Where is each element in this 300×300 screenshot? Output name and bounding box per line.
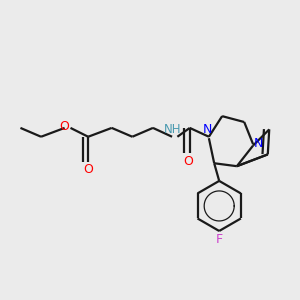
Text: NH: NH <box>164 123 182 136</box>
Text: O: O <box>83 163 93 176</box>
Text: N: N <box>203 123 212 136</box>
Text: O: O <box>183 155 193 168</box>
Text: O: O <box>60 120 70 133</box>
Text: F: F <box>216 233 223 246</box>
Text: N: N <box>254 137 263 150</box>
